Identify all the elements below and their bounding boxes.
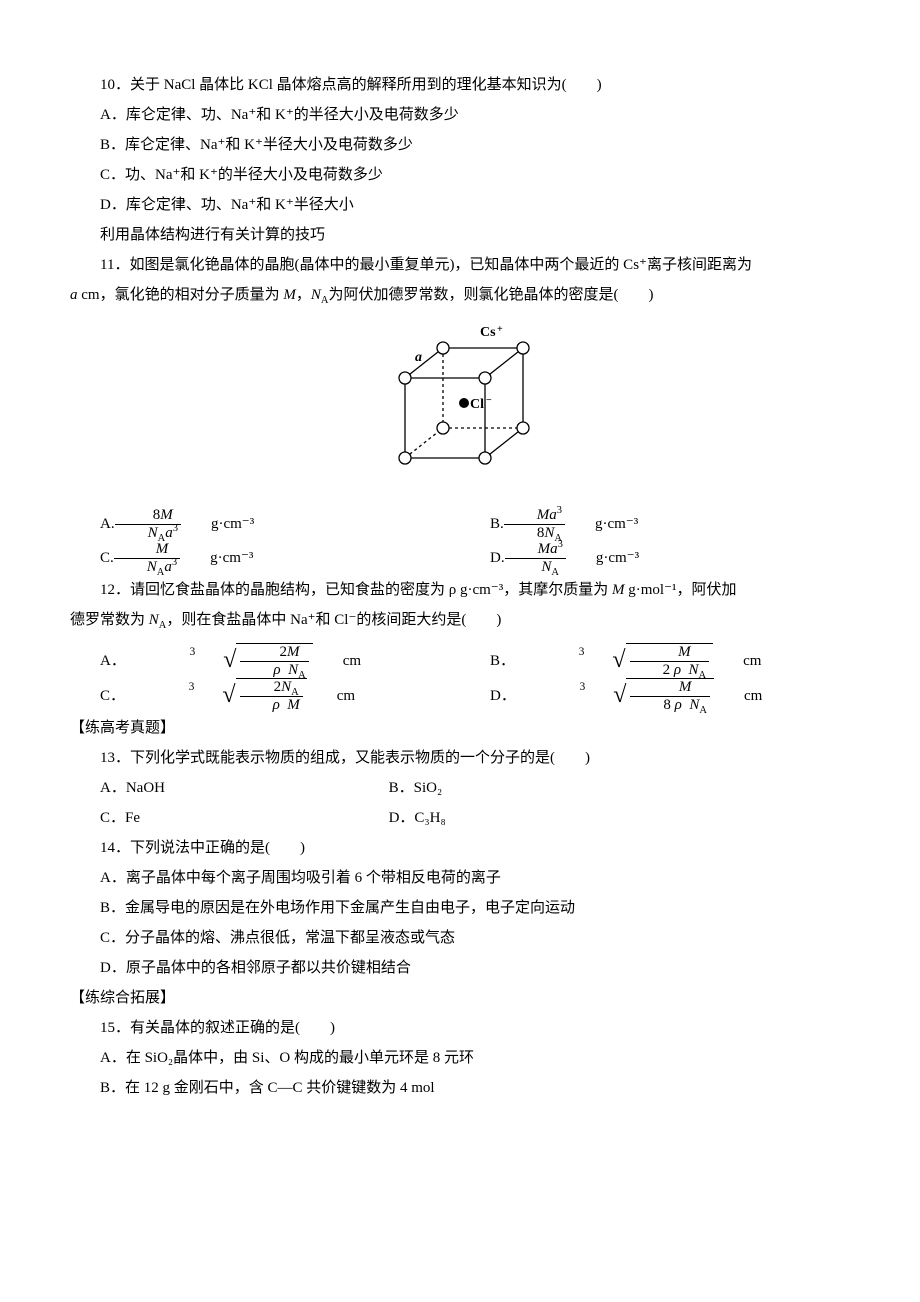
q10-opt-c: C．功、Na⁺和 K⁺的半径大小及电荷数多少 bbox=[70, 160, 850, 190]
q11-opts-row1: A. 8MNAa3 g·cm⁻³ B. Ma38NA g·cm⁻³ bbox=[70, 507, 850, 541]
q11-opt-a: A. 8MNAa3 g·cm⁻³ bbox=[70, 507, 460, 541]
q11-figure: Cs + a Cl − bbox=[70, 318, 850, 499]
q13-stem: 13．下列化学式既能表示物质的组成，又能表示物质的一个分子的是( ) bbox=[70, 743, 850, 773]
q12-opt-b: B． 3√M2 ρ NA cm bbox=[460, 643, 850, 678]
q13-opt-a: A．NaOH bbox=[70, 773, 359, 803]
q11-opt-c: C. MNAa3 g·cm⁻³ bbox=[70, 541, 460, 575]
q11-stem-l1: 11．如图是氯化铯晶体的晶胞(晶体中的最小重复单元)，已知晶体中两个最近的 Cs… bbox=[70, 250, 850, 280]
q12-opt-d: D． 3√M8 ρ NA cm bbox=[460, 678, 850, 713]
q10-opt-b: B．库仑定律、Na⁺和 K⁺半径大小及电荷数多少 bbox=[70, 130, 850, 160]
q14-stem: 14．下列说法中正确的是( ) bbox=[70, 833, 850, 863]
q15-stem: 15．有关晶体的叙述正确的是( ) bbox=[70, 1013, 850, 1043]
svg-text:Cs: Cs bbox=[480, 325, 496, 340]
q14-opt-c: C．分子晶体的熔、沸点很低，常温下都呈液态或气态 bbox=[70, 923, 850, 953]
q14-opt-d: D．原子晶体中的各相邻原子都以共价键相结合 bbox=[70, 953, 850, 983]
q12-opts-row2: C． 3√2NAρ M cm D． 3√M8 ρ NA cm bbox=[70, 678, 850, 713]
q13-opts-row1: A．NaOH B．SiO₂ bbox=[70, 773, 850, 803]
q10-stem: 10．关于 NaCl 晶体比 KCl 晶体熔点高的解释所用到的理化基本知识为( … bbox=[70, 70, 850, 100]
svg-text:Cl: Cl bbox=[470, 397, 484, 412]
svg-text:+: + bbox=[497, 324, 503, 335]
q12-stem-l1: 12．请回忆食盐晶体的晶胞结构，已知食盐的密度为 ρ g·cm⁻³，其摩尔质量为… bbox=[70, 575, 850, 605]
section-gaokao: 【练高考真题】 bbox=[70, 713, 850, 743]
q15-opt-a: A．在 SiO₂晶体中，由 Si、O 构成的最小单元环是 8 元环 bbox=[70, 1043, 850, 1073]
q13-opt-b: B．SiO₂ bbox=[359, 773, 850, 803]
q13-opt-d: D．C₃H₈ bbox=[359, 803, 850, 833]
q11-var-a: a bbox=[70, 287, 78, 303]
q15-opt-b: B．在 12 g 金刚石中，含 C—C 共价键键数为 4 mol bbox=[70, 1073, 850, 1103]
q12-opt-a: A． 3√2Mρ NA cm bbox=[70, 643, 460, 678]
svg-text:a: a bbox=[415, 350, 422, 365]
svg-text:−: − bbox=[486, 395, 492, 406]
section-zonghe: 【练综合拓展】 bbox=[70, 983, 850, 1013]
q11-opt-d: D. Ma3NA g·cm⁻³ bbox=[460, 541, 850, 575]
q11-opt-b: B. Ma38NA g·cm⁻³ bbox=[460, 507, 850, 541]
q12-opt-c: C． 3√2NAρ M cm bbox=[70, 678, 460, 713]
q12-stem-l2: 德罗常数为 NA，则在食盐晶体中 Na⁺和 Cl⁻的核间距大约是( ) bbox=[70, 605, 850, 635]
q13-opt-c: C．Fe bbox=[70, 803, 359, 833]
q10-opt-d: D．库仑定律、功、Na⁺和 K⁺半径大小 bbox=[70, 190, 850, 220]
q12-opts-row1: A． 3√2Mρ NA cm B． 3√M2 ρ NA cm bbox=[70, 643, 850, 678]
q11-opts-row2: C. MNAa3 g·cm⁻³ D. Ma3NA g·cm⁻³ bbox=[70, 541, 850, 575]
tip-heading: 利用晶体结构进行有关计算的技巧 bbox=[70, 220, 850, 250]
q10-opt-a: A．库仑定律、功、Na⁺和 K⁺的半径大小及电荷数多少 bbox=[70, 100, 850, 130]
q11-stem-l2: a cm，氯化铯的相对分子质量为 M，NA为阿伏加德罗常数，则氯化铯晶体的密度是… bbox=[70, 280, 850, 310]
q14-opt-a: A．离子晶体中每个离子周围均吸引着 6 个带相反电荷的离子 bbox=[70, 863, 850, 893]
q14-opt-b: B．金属导电的原因是在外电场作用下金属产生自由电子，电子定向运动 bbox=[70, 893, 850, 923]
q13-opts-row2: C．Fe D．C₃H₈ bbox=[70, 803, 850, 833]
